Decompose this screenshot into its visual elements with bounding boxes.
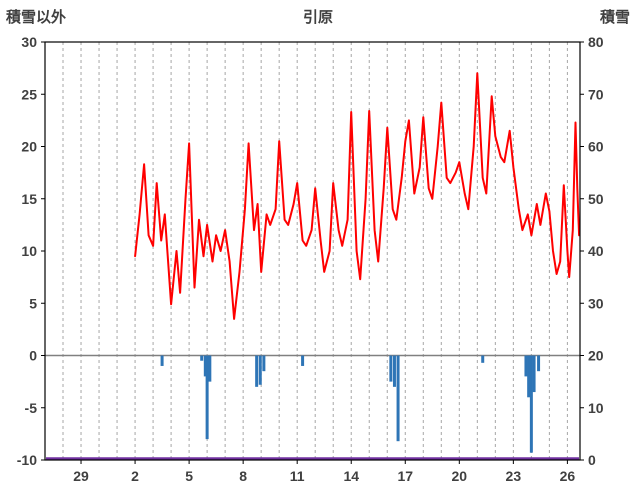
y-left-tick-label: 15 — [21, 191, 37, 207]
blue-bar — [203, 355, 207, 377]
x-tick-label: 20 — [452, 468, 468, 484]
x-tick-label: 5 — [185, 468, 193, 484]
y-left-tick-label: 20 — [21, 139, 37, 155]
y-left-tick-label: 5 — [29, 295, 37, 311]
chart-title: 引原 — [302, 9, 334, 26]
blue-bar — [160, 355, 164, 366]
blue-bar — [524, 355, 528, 377]
y-right-tick-label: 70 — [588, 86, 604, 102]
y-right-tick-label: 80 — [588, 34, 604, 50]
y-right-tick-label: 50 — [588, 191, 604, 207]
blue-bar — [255, 355, 259, 387]
x-tick-label: 29 — [73, 468, 89, 484]
x-tick-label: 26 — [560, 468, 576, 484]
blue-bar — [262, 355, 266, 372]
y-right-tick-label: 40 — [588, 243, 604, 259]
blue-bar — [258, 355, 262, 385]
x-tick-label: 8 — [239, 468, 247, 484]
blue-bar — [481, 355, 485, 363]
blue-bar — [532, 355, 536, 393]
x-tick-label: 23 — [506, 468, 522, 484]
left-axis-title: 積雪以外 — [6, 9, 67, 26]
y-right-tick-label: 10 — [588, 400, 604, 416]
y-left-tick-label: -10 — [17, 452, 37, 468]
y-right-tick-label: 30 — [588, 295, 604, 311]
y-left-tick-label: 10 — [21, 243, 37, 259]
y-right-tick-label: 60 — [588, 139, 604, 155]
y-left-tick-label: -5 — [25, 400, 38, 416]
blue-bar — [529, 355, 533, 453]
y-left-tick-label: 0 — [29, 348, 37, 364]
x-tick-label: 2 — [131, 468, 139, 484]
blue-bar — [205, 355, 209, 440]
blue-bar — [301, 355, 305, 366]
blue-bar — [200, 355, 204, 361]
blue-bar — [527, 355, 531, 398]
red-line — [134, 72, 581, 320]
x-tick-label: 14 — [343, 468, 359, 484]
x-tick-label: 17 — [397, 468, 413, 484]
blue-bar — [392, 355, 396, 387]
y-left-tick-label: 25 — [21, 86, 37, 102]
y-left-tick-label: 30 — [21, 34, 37, 50]
blue-bar — [537, 355, 541, 372]
blue-bar — [396, 355, 400, 442]
y-right-tick-label: 0 — [588, 452, 596, 468]
x-tick-label: 11 — [290, 468, 305, 484]
right-axis-title: 積雪 — [599, 9, 630, 26]
blue-bar — [389, 355, 393, 382]
y-right-tick-label: 20 — [588, 348, 604, 364]
blue-bar — [208, 355, 212, 382]
plot-border — [44, 41, 581, 461]
